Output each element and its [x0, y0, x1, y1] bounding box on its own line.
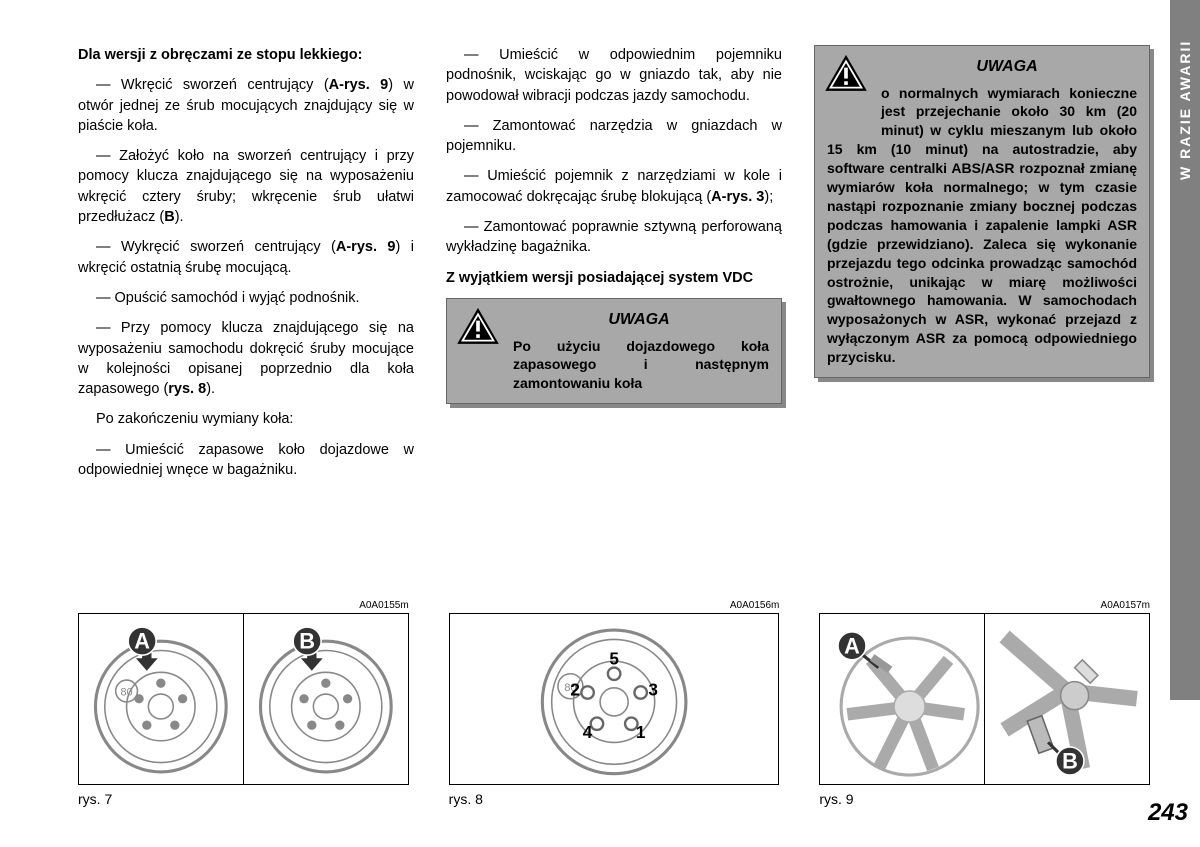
fig7-frame: 80 A — [78, 613, 409, 785]
alloy-wheel-icon: A — [824, 618, 980, 780]
col2-p2: — Zamontować narzędzia w gniazdach w poj… — [446, 116, 782, 157]
warning-title-1: UWAGA — [509, 309, 769, 331]
col2-p3: — Umieścić pojemnik z narzędziami w kole… — [446, 166, 782, 207]
svg-text:2: 2 — [570, 680, 580, 700]
warning-box-1: UWAGA Po użyciu dojazdowego koła zapasow… — [446, 298, 782, 404]
svg-text:5: 5 — [609, 649, 619, 669]
figure-7: A0A0155m 80 A — [78, 600, 409, 807]
warning-text-1: Po użyciu dojazdowego koła zapasowego i … — [459, 337, 769, 394]
col1-p5: — Przy pomocy klucza znajdującego się na… — [78, 318, 414, 399]
col1-p2: — Założyć koło na sworzeń centrujący i p… — [78, 146, 414, 227]
wheel-icon: B — [248, 618, 404, 780]
column-1: Dla wersji z obręczami ze stopu lekkiego… — [78, 45, 414, 490]
svg-text:B: B — [1062, 749, 1078, 774]
side-tab: W RAZIE AWARII — [1170, 0, 1200, 700]
column-2: — Umieścić w odpowiednim pojemniku podno… — [446, 45, 782, 490]
col2-p4: — Zamontować poprawnie sztywną perforowa… — [446, 217, 782, 258]
fig8-panel: 80 5 3 1 4 2 — [450, 614, 779, 784]
alloy-wheel-tool-icon: B — [989, 618, 1145, 780]
warning-triangle-icon — [823, 54, 869, 94]
svg-text:A: A — [845, 634, 861, 659]
warning-title-2: UWAGA — [877, 56, 1137, 78]
wheel-bolt-order-icon: 80 5 3 1 4 2 — [458, 618, 770, 780]
fig8-caption: rys. 8 — [449, 791, 780, 807]
fig7-caption: rys. 7 — [78, 791, 409, 807]
svg-text:B: B — [299, 629, 315, 654]
col1-p1: — Wkręcić sworzeń centrujący (A-rys. 9) … — [78, 75, 414, 136]
col1-p3: — Wykręcić sworzeń centrujący (A-rys. 9)… — [78, 237, 414, 278]
col2-heading2: Z wyjątkiem wersji posiadającej system V… — [446, 268, 782, 288]
main-content: Dla wersji z obręczami ze stopu lekkiego… — [78, 45, 1150, 490]
col1-p7: — Umieścić zapasowe koło dojazdowe w odp… — [78, 440, 414, 481]
fig8-code: A0A0156m — [449, 600, 780, 611]
fig9-code: A0A0157m — [819, 600, 1150, 611]
fig9-caption: rys. 9 — [819, 791, 1150, 807]
column-3: UWAGA o normalnych wymiarach konieczne j… — [814, 45, 1150, 490]
svg-text:80: 80 — [121, 687, 133, 699]
fig7-left: 80 A — [79, 614, 244, 784]
svg-text:A: A — [134, 629, 150, 654]
wheel-icon: 80 A — [83, 618, 239, 780]
svg-text:4: 4 — [583, 722, 593, 742]
fig7-code: A0A0155m — [78, 600, 409, 611]
fig9-right: B — [985, 614, 1149, 784]
fig8-frame: 80 5 3 1 4 2 — [449, 613, 780, 785]
svg-text:1: 1 — [636, 722, 646, 742]
warning-box-2: UWAGA o normalnych wymiarach konieczne j… — [814, 45, 1150, 378]
col1-p6: Po zakończeniu wymiany koła: — [78, 409, 414, 429]
fig9-left: A — [820, 614, 985, 784]
figure-9: A0A0157m A — [819, 600, 1150, 807]
figure-8: A0A0156m 80 5 3 1 — [449, 600, 780, 807]
col1-p4: — Opuścić samochód i wyjąć podnośnik. — [78, 288, 414, 308]
fig7-right: B — [244, 614, 408, 784]
col1-heading: Dla wersji z obręczami ze stopu lekkiego… — [78, 45, 414, 65]
page-number: 243 — [1148, 799, 1188, 827]
svg-text:3: 3 — [648, 680, 658, 700]
figures-row: A0A0155m 80 A — [78, 600, 1150, 807]
fig9-frame: A B — [819, 613, 1150, 785]
warning-text-2: o normalnych wymiarach konieczne jest pr… — [827, 84, 1137, 367]
warning-triangle-icon — [455, 307, 501, 347]
col2-p1: — Umieścić w odpowiednim pojemniku podno… — [446, 45, 782, 106]
